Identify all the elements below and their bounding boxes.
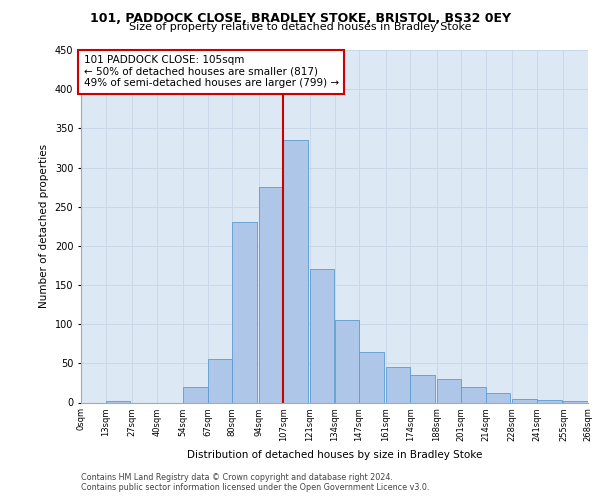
Bar [461, 387, 486, 402]
Bar [359, 352, 383, 403]
Bar [486, 393, 511, 402]
Bar [386, 367, 410, 402]
Bar [283, 140, 308, 402]
Text: 101, PADDOCK CLOSE, BRADLEY STOKE, BRISTOL, BS32 0EY: 101, PADDOCK CLOSE, BRADLEY STOKE, BRIST… [89, 12, 511, 24]
X-axis label: Distribution of detached houses by size in Bradley Stoke: Distribution of detached houses by size … [187, 450, 482, 460]
Bar [512, 398, 537, 402]
Bar [563, 401, 588, 402]
Text: Contains HM Land Registry data © Crown copyright and database right 2024.: Contains HM Land Registry data © Crown c… [81, 472, 393, 482]
Bar [537, 400, 562, 402]
Bar [259, 187, 283, 402]
Text: Contains public sector information licensed under the Open Government Licence v3: Contains public sector information licen… [81, 484, 430, 492]
Bar [410, 375, 435, 402]
Bar [310, 270, 335, 402]
Text: 101 PADDOCK CLOSE: 105sqm
← 50% of detached houses are smaller (817)
49% of semi: 101 PADDOCK CLOSE: 105sqm ← 50% of detac… [83, 56, 338, 88]
Bar [335, 320, 359, 402]
Text: Size of property relative to detached houses in Bradley Stoke: Size of property relative to detached ho… [129, 22, 471, 32]
Bar [183, 387, 208, 402]
Bar [232, 222, 257, 402]
Bar [106, 401, 130, 402]
Bar [437, 379, 461, 402]
Y-axis label: Number of detached properties: Number of detached properties [39, 144, 49, 308]
Bar [208, 360, 232, 403]
